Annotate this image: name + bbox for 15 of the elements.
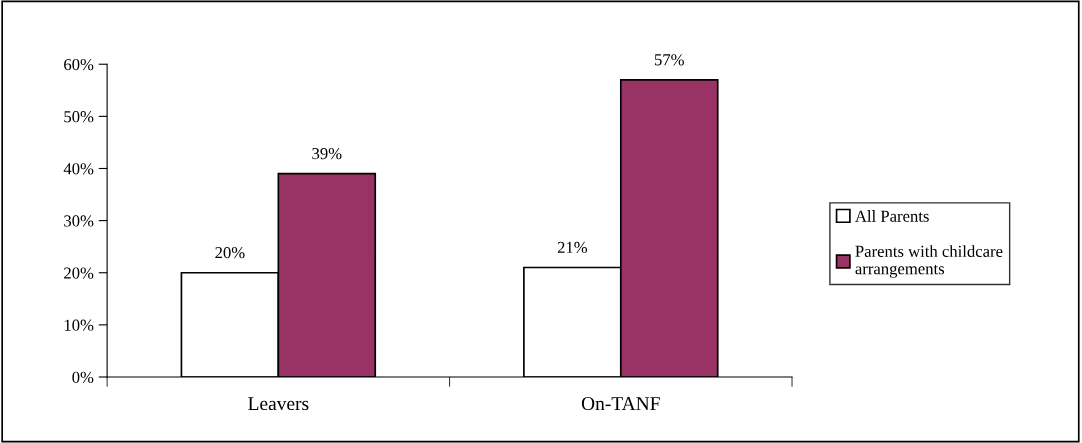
x-tick-label: Leavers [248,397,309,411]
data-label: 57% [654,54,684,66]
y-tick-label: 50% [64,111,94,123]
y-tick-label: 30% [64,215,94,227]
y-tick-label: 60% [64,58,94,71]
legend-label: Parents with childcare arrangements [855,245,1003,278]
data-label: 20% [215,247,245,259]
data-label: 21% [557,241,588,254]
y-tick-label: 20% [64,267,94,279]
y-tick-label: 10% [64,319,94,331]
legend-label: All Parents [855,210,929,222]
x-tick-label: On-TANF [581,397,660,411]
y-tick-label: 0% [72,371,94,383]
y-tick-label: 40% [63,163,94,175]
data-label: 39% [312,147,342,160]
